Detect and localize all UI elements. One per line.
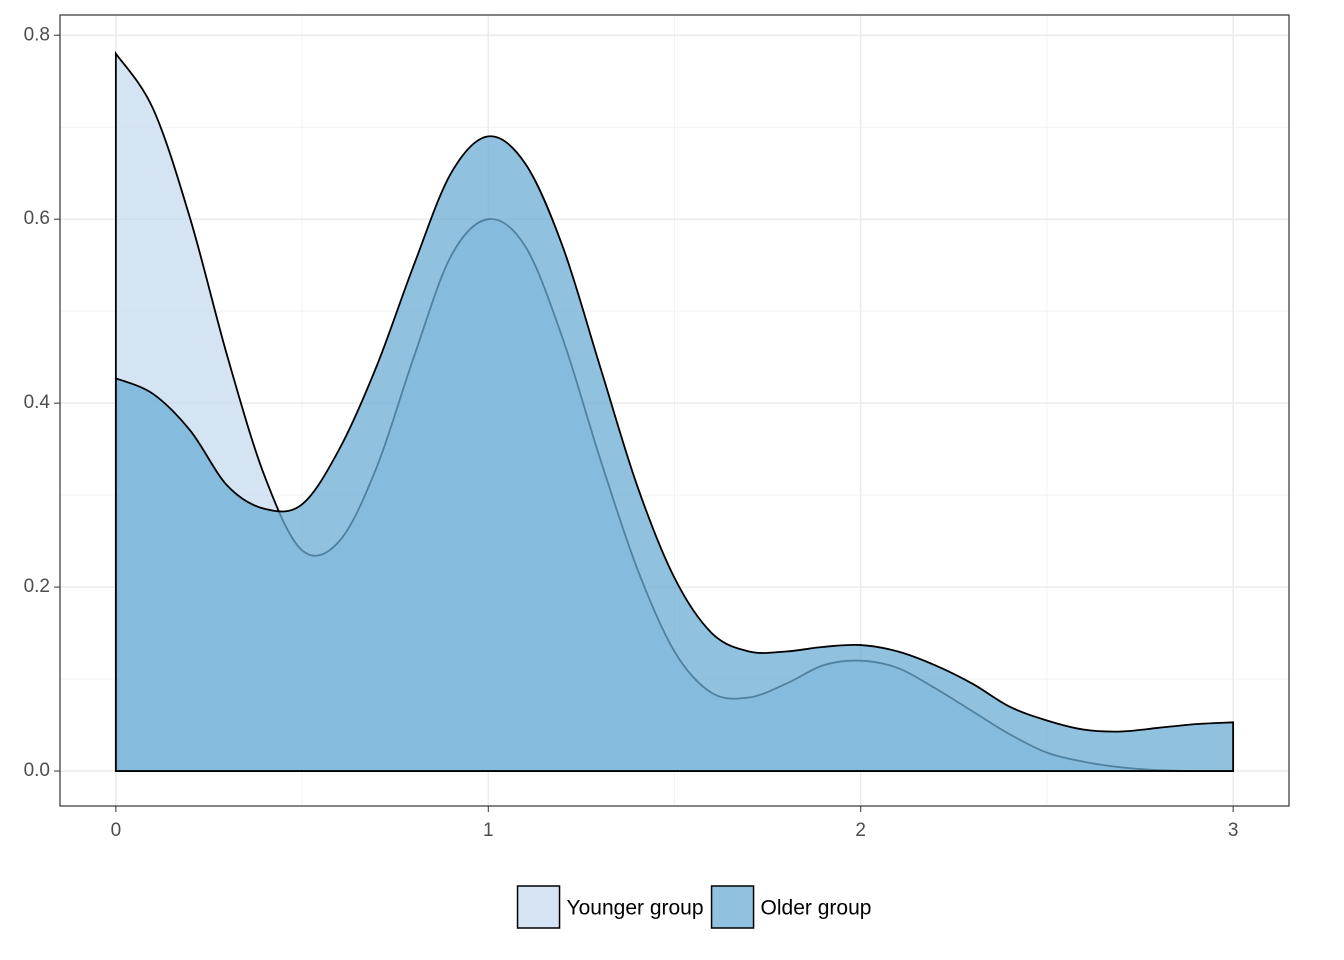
density-area xyxy=(114,135,1235,772)
legend-key xyxy=(516,885,561,929)
legend-text: Older group xyxy=(761,897,872,920)
y-tick-label: 0.0 xyxy=(24,760,50,781)
x-tick-label: 0 xyxy=(111,820,122,841)
plot-border xyxy=(59,14,1290,807)
y-tick-label: 0.8 xyxy=(24,24,50,45)
x-tick-label: 2 xyxy=(855,820,866,841)
y-tick-label: 0.2 xyxy=(24,576,50,597)
x-tick-label: 3 xyxy=(1228,820,1239,841)
y-tick-label: 0.6 xyxy=(24,208,50,229)
legend-key xyxy=(710,885,755,929)
x-tick-label: 1 xyxy=(483,820,494,841)
y-tick-label: 0.4 xyxy=(24,392,51,413)
legend-text: Younger group xyxy=(567,897,704,920)
